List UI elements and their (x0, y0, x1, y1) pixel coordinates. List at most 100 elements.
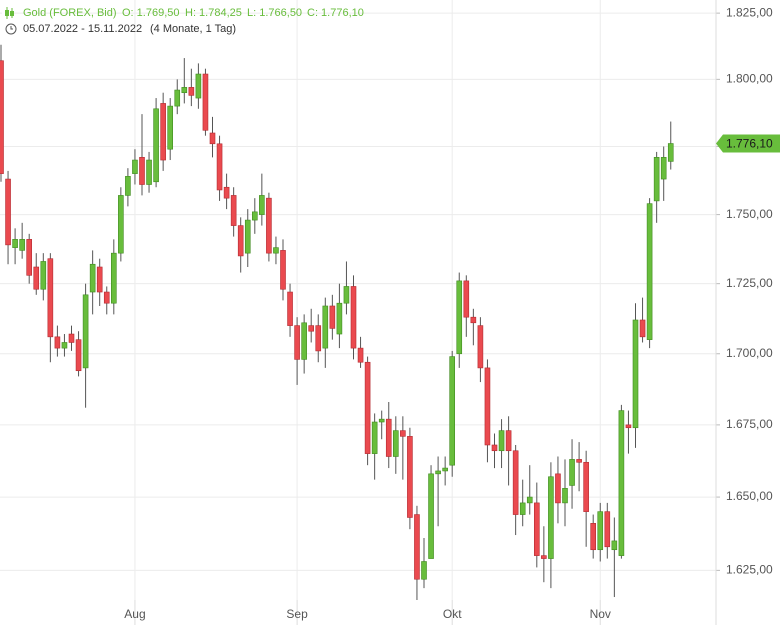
candle-body (505, 430, 512, 452)
candle-body (667, 143, 674, 162)
last-price-label: 1.776,10 (726, 137, 773, 151)
candle-body (597, 511, 604, 551)
candle-body (160, 103, 166, 161)
candle-body (548, 476, 554, 559)
candle-body (181, 87, 188, 94)
candle-body (96, 266, 103, 293)
candle-body (583, 461, 589, 512)
candle-body (491, 444, 498, 452)
x-tick-label: Okt (443, 607, 462, 621)
candle-body (435, 470, 441, 475)
candle-body (541, 555, 547, 559)
candle-body (202, 73, 209, 131)
candle-body (280, 250, 286, 290)
candle-body (611, 540, 618, 551)
x-tick-label: Aug (124, 607, 145, 621)
candle-body (61, 342, 68, 349)
candle-body (336, 302, 343, 335)
candle-body (456, 280, 463, 355)
period: (4 Monate, 1 Tag) (150, 23, 236, 35)
candle-body (512, 450, 519, 515)
candle-body (343, 286, 350, 304)
candle-body (103, 291, 110, 304)
candle-body (407, 436, 413, 518)
candle-body (625, 424, 632, 429)
candle-body (470, 316, 477, 324)
candle-body (40, 261, 47, 290)
candle-body (329, 305, 336, 329)
candle-body (442, 467, 448, 472)
last-price-tag (716, 134, 780, 153)
candle-body (294, 325, 300, 360)
candle-body (569, 459, 575, 486)
candle-body (364, 361, 371, 454)
candle-body (392, 430, 399, 457)
candle-icon (5, 7, 14, 19)
candle-body (209, 132, 216, 145)
candle-body (223, 186, 230, 199)
candle-body (139, 157, 145, 185)
candle-body (463, 280, 470, 318)
candle-body (576, 459, 582, 463)
candle-body (266, 197, 272, 254)
candle-body (153, 108, 159, 183)
title: Gold (FOREX, Bid) (23, 7, 117, 19)
candle-body (653, 157, 660, 202)
candle-body (526, 496, 533, 504)
candle-body (230, 195, 237, 226)
candle-body (216, 143, 223, 191)
candle-body (273, 247, 279, 254)
candle-body (259, 195, 265, 215)
candle-body (533, 502, 540, 556)
candle-body (371, 421, 378, 454)
candle-body (118, 195, 124, 254)
candle-body (646, 203, 653, 340)
candle-body (385, 418, 392, 457)
ohlc-close: C: 1.776,10 (307, 7, 364, 19)
candle-body (146, 159, 152, 185)
candle-body (378, 418, 385, 423)
candle-body (26, 239, 33, 276)
candle-body (188, 87, 195, 96)
y-tick-label: 1.650,00 (726, 489, 773, 503)
candle-body (47, 258, 54, 338)
clock-icon (5, 23, 17, 35)
candle-body (301, 322, 307, 360)
candle-body (590, 523, 597, 551)
candle-body (400, 430, 406, 437)
candle-body (111, 252, 117, 304)
candle-body (33, 266, 40, 290)
candle-body (477, 325, 484, 369)
y-tick-label: 1.800,00 (726, 72, 773, 86)
candle-body (562, 488, 568, 504)
ohlc-high: H: 1.784,25 (185, 7, 242, 19)
candle-body (19, 239, 25, 251)
candle-body (5, 178, 11, 246)
date-range: 05.07.2022 - 15.11.2022 (23, 23, 142, 35)
ohlc-open: O: 1.769,50 (122, 7, 180, 19)
candle-body (287, 291, 293, 326)
candle-body (519, 502, 526, 515)
candle-body (244, 219, 251, 254)
candle-body (125, 176, 131, 196)
candle-body (449, 356, 456, 466)
candle-body (632, 319, 639, 429)
candle-body (195, 73, 202, 99)
candle-body (167, 105, 173, 150)
candle-body (0, 60, 4, 174)
candle-body (555, 473, 561, 504)
candle-body (12, 239, 18, 248)
candle-body (54, 336, 61, 349)
y-tick-label: 1.750,00 (726, 207, 773, 221)
candle-body (132, 159, 138, 174)
candle-body (357, 347, 364, 363)
y-tick-label: 1.825,00 (726, 5, 773, 19)
y-tick-label: 1.725,00 (726, 276, 773, 290)
candle-body (660, 157, 667, 180)
candle-body (308, 325, 315, 332)
candle-body (82, 294, 89, 369)
candle-body (414, 514, 420, 580)
candle-body (315, 325, 322, 352)
y-tick-label: 1.675,00 (726, 417, 773, 431)
